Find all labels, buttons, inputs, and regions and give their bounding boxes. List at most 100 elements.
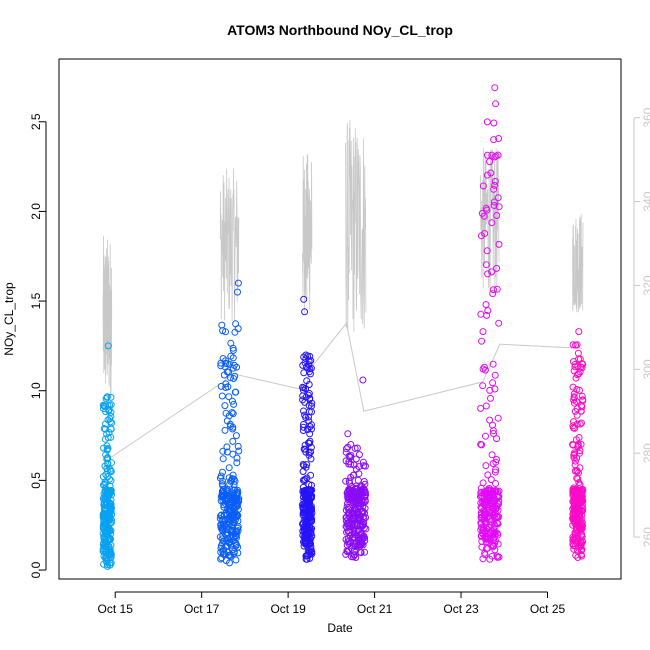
data-point [490, 136, 498, 144]
data-point [569, 536, 577, 544]
data-point [493, 212, 501, 219]
data-point [108, 516, 115, 524]
data-point [482, 518, 490, 526]
data-point [350, 487, 358, 495]
data-point [576, 386, 583, 394]
data-point [495, 135, 503, 142]
data-point [355, 536, 363, 544]
data-point [495, 240, 503, 248]
data-point [486, 158, 494, 166]
data-point [351, 444, 359, 452]
data-point [227, 477, 235, 485]
y-tick-label: 2.0 [29, 203, 43, 220]
data-point [100, 499, 108, 507]
data-point [307, 455, 315, 463]
data-point [576, 420, 584, 428]
data-point [232, 432, 240, 440]
data-point [233, 489, 241, 496]
data-point [493, 264, 501, 272]
data-point [361, 548, 369, 556]
data-point [107, 504, 115, 512]
data-point [570, 454, 578, 462]
secondary-trace-flight [480, 148, 500, 295]
data-point [229, 346, 237, 354]
data-point [100, 533, 108, 541]
data-point [479, 182, 487, 190]
data-point [484, 471, 492, 479]
data-point-outlier [234, 288, 241, 296]
data-point [307, 357, 315, 365]
data-point [357, 531, 365, 539]
data-point [301, 509, 309, 517]
data-point [576, 368, 584, 376]
data-point [300, 421, 307, 428]
data-point [302, 463, 310, 471]
plot-box [58, 58, 622, 580]
data-point [345, 540, 353, 548]
data-point [106, 535, 114, 543]
data-point [483, 510, 491, 518]
data-point [346, 532, 354, 540]
data-point [219, 447, 227, 455]
secondary-trace-flight [219, 168, 240, 322]
x-tick-label: Oct 23 [443, 602, 479, 616]
data-point [298, 501, 306, 509]
data-point [218, 554, 226, 562]
data-point [478, 209, 486, 217]
data-point [299, 423, 307, 431]
data-point [352, 506, 360, 514]
data-point [477, 519, 485, 527]
data-point [486, 416, 494, 424]
data-point [102, 395, 110, 403]
data-point [361, 462, 369, 470]
data-point [218, 535, 226, 543]
data-point [234, 505, 242, 513]
data-point [232, 542, 240, 550]
data-point [223, 443, 231, 451]
data-point [482, 499, 489, 507]
data-point [105, 490, 113, 497]
secondary-trace-flight [302, 153, 313, 314]
data-point [219, 527, 227, 535]
data-point [305, 368, 313, 376]
y-axis-label: NOy_CL_trop [2, 282, 16, 356]
data-point [352, 455, 360, 463]
data-point [488, 268, 496, 276]
data-point [102, 471, 110, 479]
data-point [222, 359, 230, 367]
data-point [299, 392, 307, 400]
data-point [482, 533, 490, 541]
data-point [578, 519, 586, 526]
data-point [104, 459, 112, 467]
data-point [226, 360, 234, 368]
data-point [226, 490, 234, 498]
data-point [488, 451, 496, 459]
data-point [99, 530, 107, 538]
data-point [300, 407, 307, 415]
data-point [477, 440, 485, 448]
data-point [570, 449, 578, 457]
data-point [350, 461, 358, 469]
data-point [355, 515, 362, 523]
data-point [579, 497, 587, 505]
data-point [230, 361, 238, 369]
flight-series-6 [569, 328, 587, 561]
x-tick-label: Oct 25 [530, 602, 566, 616]
data-point [219, 493, 227, 501]
data-point [351, 504, 358, 512]
data-point [483, 247, 491, 255]
data-point [355, 499, 363, 507]
data-point [232, 539, 240, 547]
data-point [493, 513, 500, 521]
data-point [100, 444, 108, 452]
data-point [574, 349, 582, 357]
data-point [490, 119, 498, 127]
data-point [477, 404, 485, 412]
data-point [301, 411, 309, 419]
data-point [106, 475, 113, 483]
data-point [300, 384, 308, 392]
data-point [359, 458, 367, 466]
data-point [307, 528, 315, 536]
data-point [234, 442, 242, 450]
data-point [231, 498, 239, 506]
